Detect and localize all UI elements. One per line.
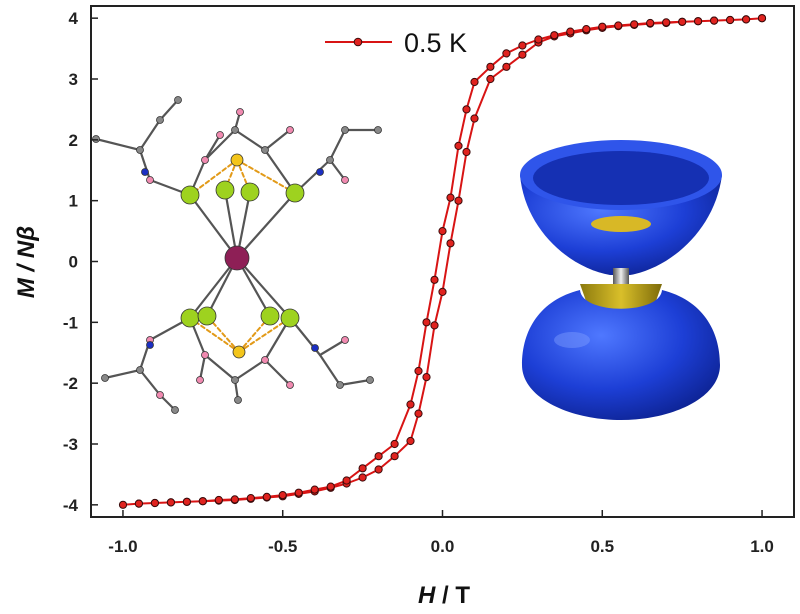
- data-point: [502, 49, 511, 58]
- data-point: [694, 17, 703, 26]
- data-point: [310, 485, 319, 494]
- molecule-structure-illustration: [92, 96, 382, 414]
- y-tick-label: 0: [69, 253, 78, 272]
- data-point: [118, 500, 128, 509]
- data-point: [134, 499, 143, 508]
- data-point: [742, 15, 751, 24]
- data-point: [430, 321, 439, 330]
- y-tick-label: 1: [69, 192, 78, 211]
- data-point: [406, 400, 415, 409]
- legend-marker: [353, 37, 363, 47]
- y-tick-label: -4: [63, 496, 79, 515]
- data-point: [582, 25, 591, 34]
- y-tick-label: 3: [69, 70, 78, 89]
- data-point: [358, 473, 367, 482]
- x-tick-label: -0.5: [268, 537, 297, 556]
- data-point: [646, 18, 655, 28]
- data-point: [246, 494, 255, 503]
- data-point: [294, 488, 303, 497]
- x-tick-label: 0.5: [590, 537, 614, 556]
- data-point: [518, 41, 527, 50]
- data-point: [414, 366, 423, 376]
- data-point: [430, 275, 439, 284]
- data-point: [446, 239, 455, 248]
- data-point: [462, 147, 471, 157]
- axis-ticks: -1.0 -0.5 0.0 0.5 1.0 -4 -3 -2 -1 0 1 2 3 4: [63, 9, 774, 556]
- y-axis-label: M / Nβ: [13, 226, 40, 298]
- data-point: [462, 105, 471, 114]
- data-point: [598, 22, 607, 31]
- x-tick-label: -1.0: [108, 537, 137, 556]
- data-point: [486, 74, 495, 84]
- data-point: [342, 476, 351, 485]
- data-point: [470, 114, 479, 123]
- y-tick-label: 2: [69, 131, 78, 150]
- x-tick-label: 0.0: [431, 537, 455, 556]
- data-point: [278, 491, 287, 500]
- data-point: [406, 436, 415, 446]
- data-point: [422, 318, 431, 327]
- data-point: [454, 141, 463, 150]
- data-point: [390, 439, 399, 449]
- data-point: [198, 497, 207, 506]
- y-tick-label: 4: [69, 9, 79, 28]
- y-tick-label: -2: [63, 374, 78, 393]
- data-point: [438, 287, 447, 296]
- x-tick-label: 1.0: [750, 537, 774, 556]
- data-point: [710, 16, 719, 25]
- data-point: [358, 464, 367, 473]
- x-axis-label: H / T: [418, 582, 470, 609]
- data-point: [518, 50, 527, 59]
- data-point: [614, 21, 623, 30]
- data-point: [374, 465, 383, 474]
- data-point: [534, 35, 543, 44]
- data-point: [470, 77, 479, 87]
- series-line: [122, 17, 763, 506]
- data-point: [454, 196, 463, 205]
- data-point: [230, 495, 239, 504]
- data-point: [150, 498, 159, 508]
- data-point: [390, 452, 399, 461]
- data-point: [662, 18, 671, 27]
- legend: 0.5 K: [325, 28, 467, 58]
- data-point: [757, 14, 767, 23]
- series-layer: [118, 14, 767, 509]
- data-point: [262, 492, 271, 501]
- data-point: [422, 373, 431, 382]
- data-point: [486, 62, 495, 71]
- data-point: [438, 227, 447, 236]
- data-point: [326, 482, 335, 491]
- data-point: [630, 20, 639, 29]
- data-point: [446, 193, 455, 202]
- data-point: [550, 31, 559, 40]
- data-point: [502, 62, 511, 71]
- plot-frame: [90, 5, 795, 518]
- data-point: [726, 15, 735, 25]
- diabolo-illustration: [520, 140, 722, 420]
- data-point: [374, 452, 383, 461]
- data-point: [678, 17, 687, 26]
- data-point: [166, 498, 175, 507]
- y-tick-label: -1: [63, 313, 78, 332]
- data-point: [214, 495, 223, 505]
- data-point: [182, 497, 191, 506]
- data-point: [566, 27, 575, 36]
- legend-label: 0.5 K: [404, 28, 467, 58]
- data-point: [414, 409, 423, 418]
- y-tick-label: -3: [63, 435, 78, 454]
